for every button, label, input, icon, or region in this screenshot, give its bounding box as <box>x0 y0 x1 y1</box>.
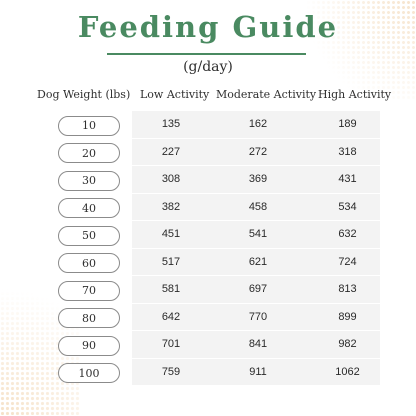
cell-moderate-activity: 272 <box>248 145 268 158</box>
cell-high-activity: 632 <box>338 228 357 241</box>
table-row: 135 162 189 <box>132 111 380 139</box>
cell-high-activity: 534 <box>338 200 357 213</box>
weight-pill: 70 <box>58 280 120 301</box>
cell-low-activity: 581 <box>161 283 181 296</box>
cell-high-activity: 813 <box>338 283 357 296</box>
cell-moderate-activity: 458 <box>248 200 268 213</box>
cell-moderate-activity: 911 <box>249 365 267 378</box>
table-row: 227 272 318 <box>132 139 380 166</box>
weight-pill: 20 <box>58 143 120 164</box>
cell-low-activity: 759 <box>161 365 181 378</box>
column-header-dog-weight: Dog Weight (lbs) <box>37 88 131 101</box>
weight-pill: 10 <box>58 115 120 136</box>
cell-low-activity: 382 <box>161 200 181 213</box>
table-row: 382 458 534 <box>132 194 380 221</box>
cell-high-activity: 318 <box>338 145 357 158</box>
weight-pill: 40 <box>58 198 120 219</box>
cell-high-activity: 189 <box>338 118 357 131</box>
cell-high-activity: 899 <box>338 310 357 323</box>
weight-pill: 80 <box>58 308 120 329</box>
table-row: 701 841 982 <box>132 331 380 359</box>
cell-low-activity: 642 <box>161 310 181 323</box>
page-title: Feeding Guide <box>77 10 339 44</box>
cell-low-activity: 517 <box>161 255 181 268</box>
table-row: 308 369 431 <box>132 166 380 194</box>
weight-pill: 30 <box>58 170 120 191</box>
cell-high-activity: 1062 <box>335 365 360 378</box>
cell-low-activity: 135 <box>161 118 181 131</box>
table-row: 759 911 1062 <box>132 359 380 386</box>
cell-moderate-activity: 621 <box>248 255 268 268</box>
cell-low-activity: 701 <box>161 338 181 351</box>
cell-moderate-activity: 162 <box>248 118 268 131</box>
column-header-low-activity: Low Activity <box>140 88 210 101</box>
weight-pill: 60 <box>58 253 120 274</box>
cell-low-activity: 451 <box>161 228 181 241</box>
cell-high-activity: 431 <box>338 173 357 186</box>
column-header-high-activity: High Activity <box>318 88 392 101</box>
table-row: 642 770 899 <box>132 304 380 331</box>
cell-high-activity: 982 <box>338 338 357 351</box>
cell-high-activity: 724 <box>338 255 357 268</box>
cell-low-activity: 308 <box>161 173 181 186</box>
title-underline <box>107 53 306 55</box>
cell-low-activity: 227 <box>161 145 181 158</box>
cell-moderate-activity: 541 <box>248 228 268 241</box>
feeding-table: 135 162 189 227 272 318 308 369 431 382 458 534 451 5… <box>132 111 380 386</box>
table-row: 581 697 813 <box>132 276 380 304</box>
table-row: 517 621 724 <box>132 249 380 276</box>
weight-pill: 90 <box>58 335 120 356</box>
unit-subtitle: (g/day) <box>183 59 233 75</box>
cell-moderate-activity: 841 <box>248 338 268 351</box>
cell-moderate-activity: 697 <box>248 283 268 296</box>
weight-pill: 100 <box>58 363 120 384</box>
weight-pill: 50 <box>58 225 120 246</box>
table-row: 451 541 632 <box>132 221 380 249</box>
cell-moderate-activity: 369 <box>248 173 268 186</box>
column-header-moderate-activity: Moderate Activity <box>216 88 317 101</box>
cell-moderate-activity: 770 <box>248 310 268 323</box>
